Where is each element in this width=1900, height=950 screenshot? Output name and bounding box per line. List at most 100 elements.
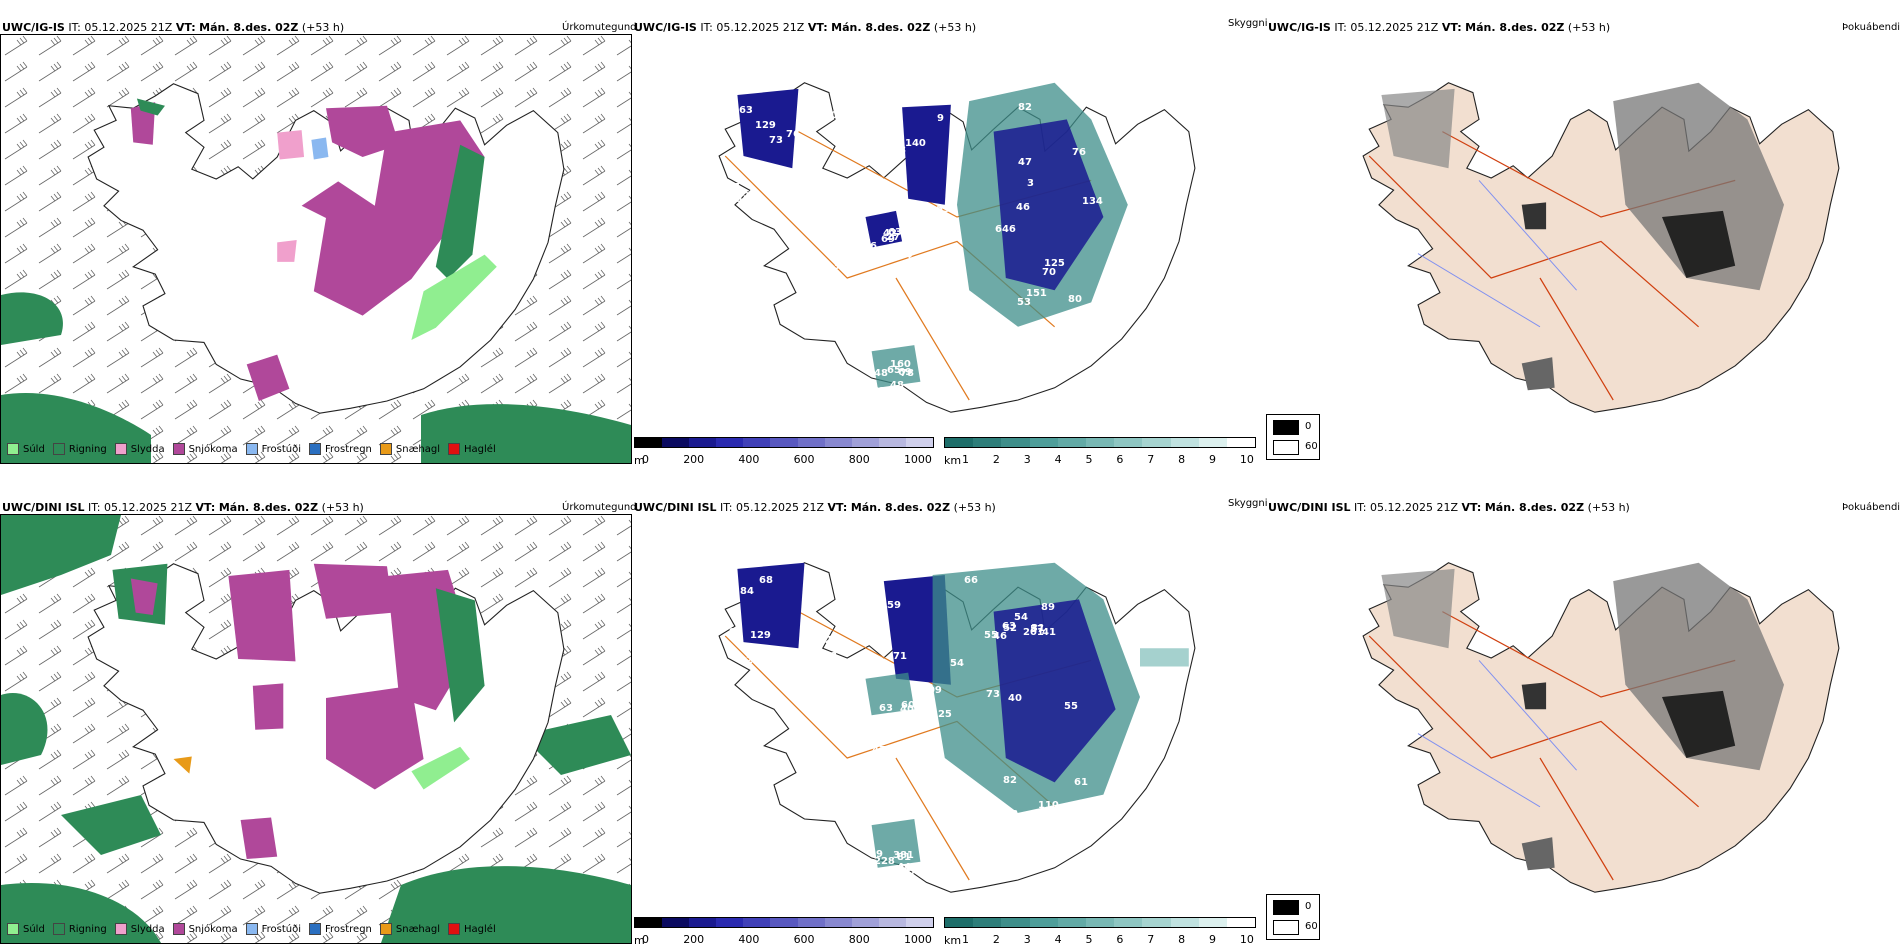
fog-panel-row2: UWC/DINI ISL IT: 05.12.2025 21Z VT: Mán.…	[1266, 492, 1900, 944]
legend-item: Súld	[7, 443, 45, 455]
legend-swatch	[52, 443, 65, 455]
tick-label: 2	[992, 933, 1000, 946]
cloud-base-value: 63	[888, 227, 902, 238]
fog-label-60: 60	[1305, 921, 1318, 932]
cloud-base-value: 109	[899, 863, 920, 874]
colorbar-segment	[662, 918, 690, 927]
legend-swatch	[448, 443, 461, 455]
tick-label: 6	[1116, 453, 1124, 466]
init-time: IT: 05.12.2025 21Z	[1354, 501, 1459, 514]
fog-label-60: 60	[1305, 441, 1318, 452]
precip-map: Súld Rigning Slydda Snjókoma Frostúði Fr…	[0, 514, 632, 944]
cloud-base-value: 55	[869, 387, 883, 398]
lead-time: (+53 h)	[953, 501, 996, 514]
cloud-base-value: 54	[950, 658, 964, 669]
tick-label: 0	[642, 933, 649, 946]
init-time: IT: 05.12.2025 21Z	[88, 501, 193, 514]
colorbar-segment	[770, 438, 798, 447]
cloud-base-value: 63	[936, 204, 950, 215]
colorbar-segment	[824, 438, 852, 447]
cloud-base-value: 58	[892, 145, 906, 156]
lead-time: (+53 h)	[321, 501, 364, 514]
colorbar-segment	[1170, 918, 1199, 927]
cloud-base-value: 50	[889, 270, 903, 281]
cloud-base-value: 66	[901, 714, 915, 725]
legend-swatch	[172, 443, 185, 455]
cloud-base-value: 153	[865, 386, 886, 397]
colorbar-segment	[770, 918, 798, 927]
cloud-base-value: 86	[850, 715, 864, 726]
cloud-base-value: 200	[746, 655, 767, 666]
cloud-base-value: 64	[863, 762, 877, 773]
colorbar-segment	[1001, 438, 1030, 447]
valid-time: Mán. 8.des. 02Z	[218, 501, 319, 514]
panel-title: Þokuábendi	[1842, 502, 1900, 513]
legend-label: Haglél	[464, 923, 496, 935]
cloud-base-value: 85	[854, 707, 868, 718]
panel-title: Skyggni	[1228, 18, 1268, 29]
colorbar-segment	[689, 438, 717, 447]
legend-label: Súld	[23, 923, 45, 935]
colorbar-segment	[945, 438, 974, 447]
colorbar-segment	[905, 918, 934, 927]
cloud-base-value: 82	[1003, 775, 1017, 786]
cloud-base-value: 68	[759, 575, 773, 586]
lead-time: (+53 h)	[933, 21, 977, 34]
cloud-base-value: 65	[835, 609, 849, 620]
tick-label: 10	[1239, 933, 1254, 946]
tick-label: 800	[848, 933, 870, 946]
legend-item: Súld	[7, 923, 45, 935]
cloud-base-value: 69	[881, 234, 895, 245]
colorbar-segment	[743, 918, 771, 927]
visibility-colorbar	[944, 917, 1256, 928]
colorbar-segment	[1114, 438, 1143, 447]
cloud-base-value: 46	[1016, 202, 1030, 213]
tick-label: 200	[683, 933, 705, 946]
cloud-base-value: 125	[1044, 258, 1065, 269]
cloud-base-value: 59	[887, 600, 901, 611]
cloud-base-value: 47	[1018, 157, 1032, 168]
legend-item: Rigning	[52, 443, 107, 455]
panel-header: UWC/IG-IS IT: 05.12.2025 21Z VT: Mán. 8.…	[1268, 21, 1610, 34]
cloud-base-value: 175	[748, 165, 769, 176]
legend-swatch	[114, 443, 127, 455]
visibility-colorbar	[944, 437, 1256, 448]
tick-label: 0	[642, 453, 649, 466]
cloud-base-value: 31	[1031, 623, 1045, 634]
cloud-base-value: 106	[824, 110, 845, 121]
fog-legend: 0 60	[1266, 894, 1320, 940]
colorbar-segment	[1226, 918, 1256, 927]
model-name: UWC/IG-IS	[634, 21, 697, 34]
colorbar-segment	[905, 438, 934, 447]
tick-label: 400	[738, 933, 760, 946]
colorbar-segment	[1170, 438, 1199, 447]
legend-label: Frostúði	[261, 443, 301, 455]
colorbar-segment	[1085, 438, 1115, 447]
cloud-base-value: 48	[1004, 809, 1018, 820]
legend-swatch	[7, 923, 19, 935]
cloud-base-value: 104	[891, 250, 912, 261]
valid-label: VT:	[1461, 501, 1482, 514]
cloud-base-value: 40	[846, 278, 860, 289]
cloud-map-svg: 52 58 76 76 65 85 9 3 37 48 47 58 47 42 48 163 200 134 104…	[718, 82, 1196, 413]
cloud-base-value: 381	[893, 850, 914, 861]
colorbar-segment	[1142, 438, 1171, 447]
legend-label: Frostregn	[325, 923, 372, 935]
fog-swatch-60	[1273, 920, 1299, 935]
cloud-base-value: 63	[1002, 621, 1016, 632]
cloud-base-value: 70	[864, 872, 878, 883]
tick-label: 800	[848, 453, 870, 466]
fog-map-svg	[1362, 82, 1840, 413]
colorbar-segment	[851, 438, 879, 447]
tick-label: 1	[962, 453, 969, 466]
cloud-base-labels: 98 54 61 63 70 68 63 82 109 69 65 59 55 64 84 84 40 52 47 8…	[729, 575, 1088, 884]
visibility-unit: km	[944, 934, 962, 947]
cloud-base-value: 71	[893, 651, 907, 662]
colorbar-segment	[824, 918, 852, 927]
cloud-map-svg: 98 54 61 63 70 68 63 82 109 69 65 59 55 64 84 84 40 52 47 8…	[718, 562, 1196, 893]
panel-header: UWC/DINI ISL IT: 05.12.2025 21Z VT: Mán.…	[2, 501, 364, 514]
lead-time: (+53 h)	[1567, 21, 1611, 34]
colorbar-segment	[635, 918, 663, 927]
cloud-base-value: 54	[1014, 612, 1028, 623]
cloud-base-value: 200	[938, 92, 959, 103]
